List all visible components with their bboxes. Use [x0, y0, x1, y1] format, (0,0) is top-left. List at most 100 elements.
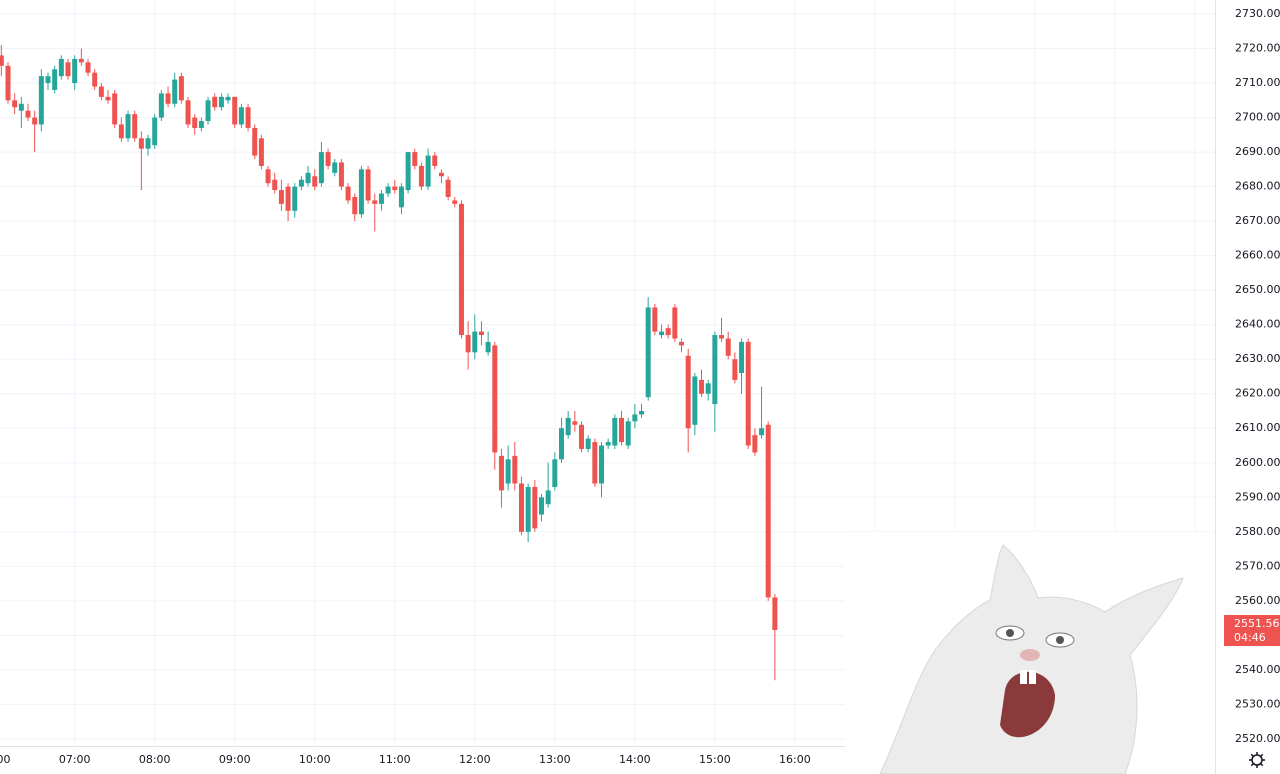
- candle-body: [639, 410, 645, 415]
- candle-body: [425, 155, 431, 187]
- candle-body: [205, 100, 211, 122]
- last-price-tag: 2551.56 04:46: [1224, 614, 1280, 646]
- candle-body: [672, 307, 678, 339]
- x-tick-label: 14:00: [619, 753, 651, 766]
- y-tick-label: 2590.00: [1235, 490, 1280, 503]
- candle-body: [612, 417, 618, 446]
- y-tick-label: 2530.00: [1235, 697, 1280, 710]
- candle-body: [18, 103, 24, 111]
- candle-body: [412, 152, 418, 166]
- candle-body: [152, 117, 158, 146]
- y-tick-label: 2650.00: [1235, 283, 1280, 296]
- candle-body: [358, 169, 364, 215]
- candle-body: [312, 176, 318, 187]
- candle-body: [445, 179, 451, 197]
- candle-body: [258, 138, 264, 166]
- candle-body: [192, 117, 198, 128]
- candle-body: [552, 459, 558, 487]
- candle-body: [585, 438, 591, 449]
- y-tick-label: 2680.00: [1235, 180, 1280, 193]
- x-tick-label: 13:00: [539, 753, 571, 766]
- y-tick-label: 2670.00: [1235, 214, 1280, 227]
- y-tick-label: 2700.00: [1235, 111, 1280, 124]
- candle-body: [285, 186, 291, 211]
- candle-body: [625, 421, 631, 446]
- candle-body: [365, 169, 371, 201]
- y-tick-label: 2630.00: [1235, 352, 1280, 365]
- candle-body: [472, 331, 478, 353]
- candle-body: [505, 459, 511, 484]
- y-tick-label: 2560.00: [1235, 594, 1280, 607]
- candle-body: [732, 359, 738, 380]
- candle-body: [45, 76, 51, 84]
- candle-body: [598, 445, 604, 484]
- candle-body: [652, 307, 658, 332]
- candle-body: [165, 93, 171, 104]
- candle-body: [125, 114, 131, 139]
- candle-body: [5, 65, 11, 101]
- candle-body: [112, 93, 118, 125]
- candle-body: [72, 58, 78, 84]
- candle-body: [512, 455, 518, 484]
- candle-body: [178, 76, 184, 101]
- x-tick-label: 07:00: [59, 753, 91, 766]
- candle-body: [65, 62, 71, 77]
- candle-body: [25, 110, 31, 118]
- candle-body: [538, 497, 544, 515]
- y-tick-label: 2640.00: [1235, 318, 1280, 331]
- y-tick-label: 2690.00: [1235, 145, 1280, 158]
- x-tick-label: 11:00: [379, 753, 411, 766]
- candle-body: [278, 190, 284, 204]
- candle-body: [132, 114, 138, 139]
- grid: [0, 0, 1215, 746]
- candle-body: [392, 186, 398, 191]
- candle-body: [572, 421, 578, 425]
- candle-body: [198, 121, 204, 128]
- countdown: 04:46: [1234, 631, 1266, 644]
- candle-body: [465, 335, 471, 353]
- candle-body: [105, 96, 111, 101]
- candle-body: [712, 335, 718, 405]
- candle-body: [725, 338, 731, 356]
- y-tick-label: 2730.00: [1235, 7, 1280, 20]
- candle-body: [212, 96, 218, 108]
- x-tick-label: 16:00: [779, 753, 811, 766]
- x-tick-label: 09:00: [219, 753, 251, 766]
- candle-body: [138, 138, 144, 149]
- candle-body: [645, 307, 651, 398]
- candle-body: [759, 428, 765, 436]
- y-tick-label: 2620.00: [1235, 387, 1280, 400]
- candle-body: [565, 417, 571, 436]
- x-tick-label: 15:00: [699, 753, 731, 766]
- candle-body: [32, 117, 38, 125]
- candle-body: [58, 58, 64, 77]
- candle-body: [605, 442, 611, 446]
- candle-body: [458, 203, 464, 336]
- candle-body: [432, 155, 438, 166]
- x-tick-label: 08:00: [139, 753, 171, 766]
- candle-body: [659, 331, 665, 336]
- candle-body: [679, 341, 685, 346]
- candle-body: [158, 93, 164, 118]
- candle-body: [52, 69, 58, 90]
- candle-body: [272, 179, 278, 191]
- candle-body: [752, 435, 758, 453]
- candle-body: [78, 58, 84, 63]
- candle-body: [218, 96, 224, 108]
- y-tick-label: 2660.00: [1235, 249, 1280, 262]
- candle-body: [452, 200, 458, 204]
- y-tick-label: 2600.00: [1235, 456, 1280, 469]
- candle-body: [592, 442, 598, 484]
- candle-body: [705, 383, 711, 394]
- candle-body: [478, 331, 484, 336]
- candle-body: [619, 417, 625, 443]
- candle-body: [338, 162, 344, 187]
- candle-body: [772, 597, 778, 630]
- x-tick-label: 10:00: [299, 753, 331, 766]
- candle-body: [98, 86, 104, 97]
- candle-body: [145, 138, 151, 149]
- settings-icon[interactable]: [1249, 752, 1265, 768]
- candle-body: [545, 490, 551, 505]
- candle-body: [665, 328, 671, 336]
